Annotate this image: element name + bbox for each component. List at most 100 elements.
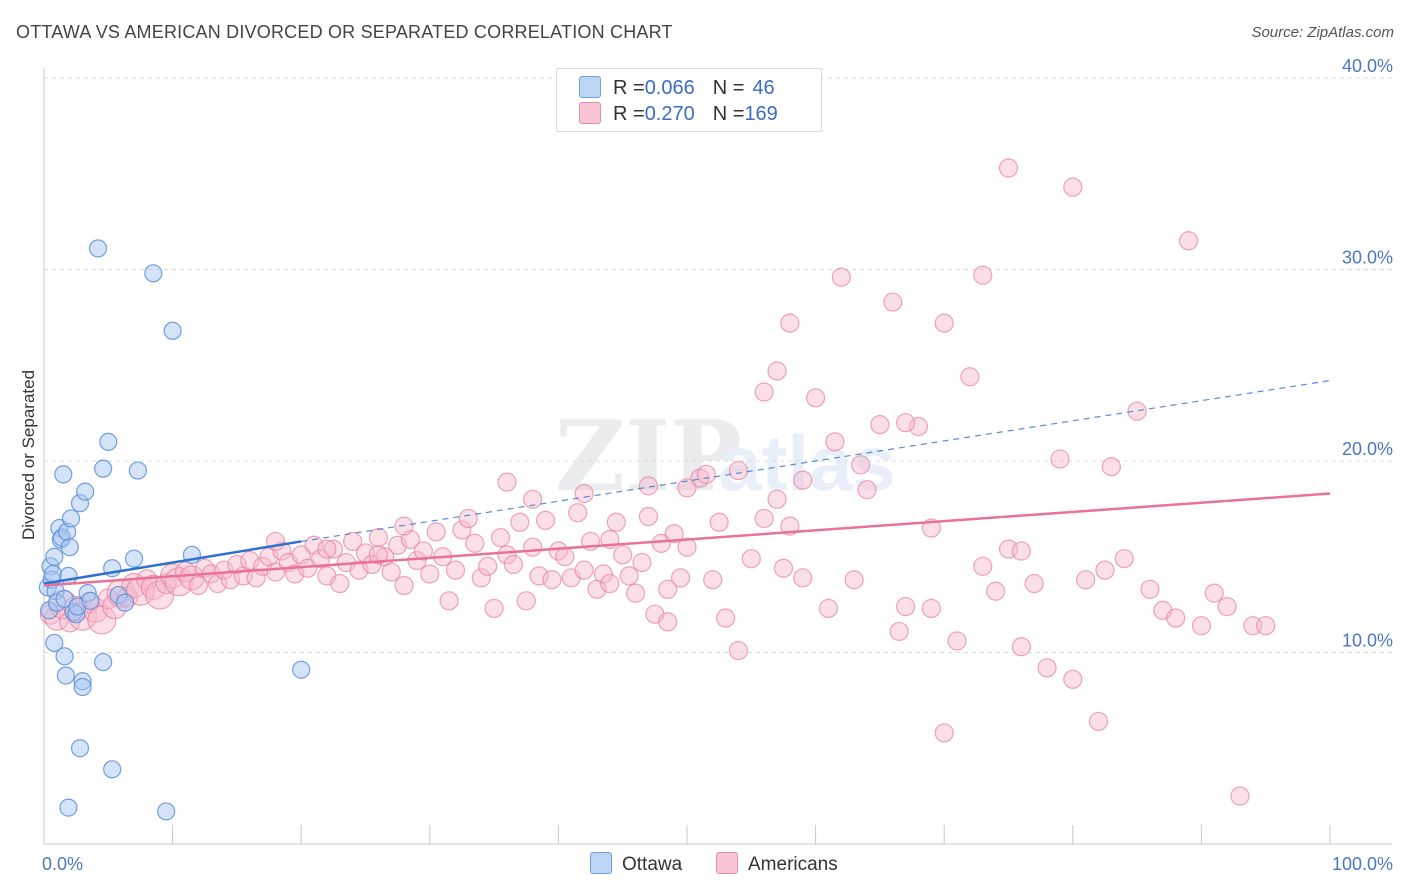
americans-point (343, 531, 363, 552)
americans-point (394, 516, 414, 536)
americans-point (638, 476, 659, 496)
americans-point (529, 566, 549, 586)
americans-point (458, 508, 478, 529)
americans-point (323, 539, 343, 559)
americans-point (703, 570, 723, 590)
legend-r-value: 0.270 (644, 103, 695, 125)
ottawa-point (61, 509, 81, 528)
americans-point (574, 483, 594, 504)
ottawa-point (45, 633, 64, 653)
x-tick-label: 100.0% (1332, 854, 1393, 874)
americans-point (413, 541, 433, 561)
ottawa-point (73, 677, 92, 697)
americans-point (908, 416, 929, 437)
americans-point (1050, 449, 1070, 469)
ottawa-point (59, 798, 78, 817)
americans-point (1217, 596, 1237, 617)
americans-point (1114, 549, 1134, 569)
americans-point (767, 489, 787, 509)
americans-point (1127, 401, 1147, 421)
americans-point (754, 382, 774, 402)
americans-point (568, 503, 588, 523)
americans-point (368, 545, 388, 565)
americans-point (1024, 573, 1044, 594)
americans-point (638, 506, 659, 527)
americans-point (310, 549, 331, 569)
legend-item-ottawa: Ottawa (590, 852, 682, 876)
americans-point (497, 472, 517, 492)
americans-point (632, 552, 652, 573)
ottawa-legend-label: Ottawa (622, 854, 683, 875)
americans-point (934, 723, 954, 743)
ottawa-point (59, 566, 78, 586)
americans-point (619, 566, 639, 586)
americans-point (613, 545, 633, 565)
americans-point (870, 415, 890, 435)
americans-point (471, 568, 491, 588)
chart-title: OTTAWA VS AMERICAN DIVORCED OR SEPARATED… (16, 22, 673, 42)
x-tick-label: 0.0% (42, 854, 83, 874)
y-tick-label: 40.0% (1342, 56, 1393, 76)
ottawa-point (88, 239, 108, 258)
americans-point (651, 533, 671, 553)
americans-point (1063, 177, 1083, 197)
americans-point (793, 470, 813, 490)
americans-point (670, 568, 691, 588)
ottawa-point (94, 652, 113, 672)
legend-n-label: N = (712, 103, 745, 125)
americans-point (1101, 457, 1121, 477)
americans-point (394, 575, 414, 596)
americans-point (921, 598, 941, 619)
americans-point (896, 596, 916, 617)
ottawa-point (54, 465, 73, 484)
americans-point (805, 388, 826, 408)
americans-point (767, 361, 787, 381)
ottawa-legend-swatch (590, 852, 612, 874)
correlation-legend: R = 0.066 N = 46 R = 0.270 N = 169 (556, 68, 822, 132)
americans-point (625, 583, 646, 603)
americans-point (368, 527, 388, 548)
americans-point (658, 579, 678, 599)
y-tick-label: 20.0% (1342, 439, 1393, 459)
americans-point (452, 520, 472, 540)
ottawa-point (157, 802, 176, 821)
ottawa-point (81, 591, 100, 610)
axes (43, 68, 1392, 845)
americans-point (741, 549, 761, 569)
americans-point (246, 568, 266, 588)
americans-point (555, 547, 575, 567)
americans-point (818, 598, 839, 619)
americans-point (1063, 669, 1083, 689)
ottawa-trend-extension (301, 379, 1331, 543)
americans-point (420, 564, 440, 584)
americans-point (664, 524, 684, 544)
americans-point (510, 512, 530, 532)
ottawa-point (94, 459, 113, 478)
americans-legend-swatch (716, 852, 738, 874)
americans-point (1095, 560, 1115, 580)
americans-point (490, 527, 511, 548)
americans-point (677, 537, 697, 557)
americans-point (523, 489, 543, 509)
americans-point (825, 432, 845, 452)
ottawa-point (292, 660, 311, 679)
americans-point (593, 564, 614, 584)
americans-point (773, 558, 794, 578)
americans-point (188, 575, 208, 596)
legend-n-label: N = (712, 77, 745, 99)
source-label: Source: ZipAtlas.com (1251, 24, 1394, 41)
y-tick-label: 30.0% (1342, 248, 1393, 268)
americans-point (1076, 570, 1096, 590)
legend-row-americans: R = 0.270 N = 169 (579, 102, 778, 126)
americans-point (439, 591, 459, 611)
americans-point (516, 591, 536, 611)
legend-item-americans: Americans (716, 852, 838, 876)
americans-point (1037, 658, 1057, 678)
americans-point (1140, 579, 1160, 599)
americans-point (381, 562, 401, 582)
americans-point (523, 537, 543, 557)
tick-labels: 10.0% 20.0% 30.0% 40.0% 0.0% 100.0% (42, 56, 1393, 874)
americans-point (503, 554, 523, 575)
americans-point (709, 512, 729, 532)
